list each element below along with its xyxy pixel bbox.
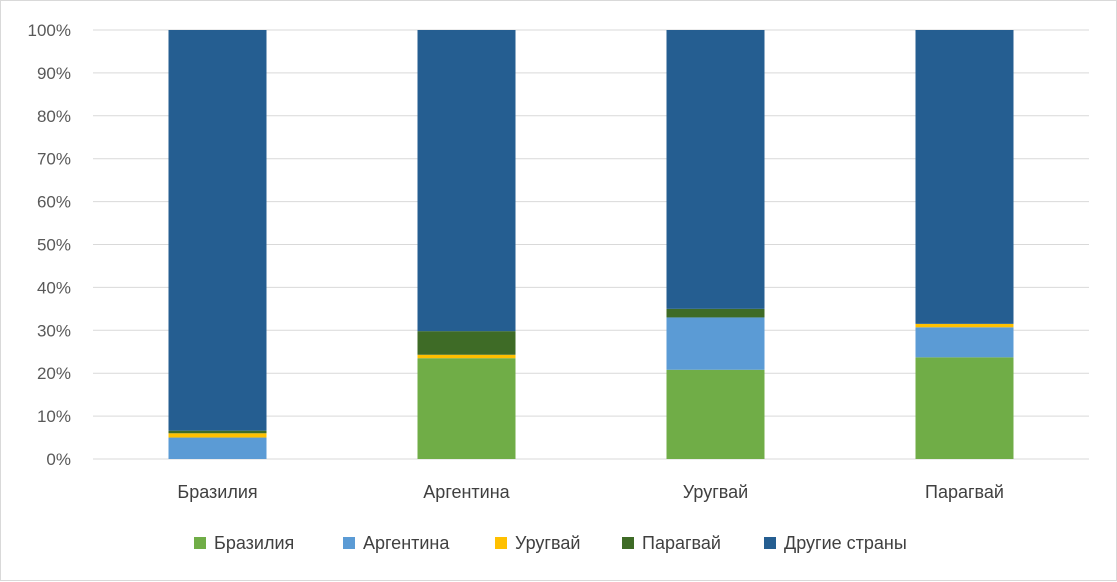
x-category-label: Уругвай bbox=[683, 482, 748, 502]
bar-segment bbox=[915, 323, 1014, 328]
y-tick-label: 20% bbox=[37, 364, 71, 383]
legend-swatch bbox=[764, 537, 776, 549]
y-tick-label: 10% bbox=[37, 407, 71, 426]
y-axis-tick-labels: 0% 10% 20% 30% 40% 50% 60% 70% 80% 90% 100% bbox=[28, 21, 71, 469]
legend-label: Аргентина bbox=[363, 533, 450, 553]
x-axis-category-labels: Бразилия Аргентина Уругвай Парагвай bbox=[177, 482, 1004, 502]
y-tick-label: 60% bbox=[37, 193, 71, 212]
bar-segment bbox=[915, 357, 1014, 459]
legend-label: Бразилия bbox=[214, 533, 294, 553]
legend: Бразилия Аргентина Уругвай Парагвай Другие с… bbox=[194, 533, 907, 553]
legend-swatch bbox=[194, 537, 206, 549]
bar-segment bbox=[168, 430, 267, 434]
bar-segment bbox=[168, 437, 267, 459]
y-tick-label: 40% bbox=[37, 278, 71, 297]
bar-segment bbox=[417, 354, 516, 359]
y-tick-label: 50% bbox=[37, 236, 71, 255]
bar-segment bbox=[666, 369, 765, 459]
bar-segment bbox=[417, 30, 516, 332]
bar-segment bbox=[168, 30, 267, 431]
bar-segment bbox=[915, 30, 1014, 324]
x-category-label: Аргентина bbox=[423, 482, 510, 502]
bar-segment bbox=[915, 327, 1014, 358]
bar-segment bbox=[666, 308, 765, 318]
y-tick-label: 70% bbox=[37, 150, 71, 169]
y-tick-label: 30% bbox=[37, 321, 71, 340]
legend-label: Парагвай bbox=[642, 533, 721, 553]
legend-swatch bbox=[495, 537, 507, 549]
y-tick-label: 0% bbox=[46, 450, 71, 469]
y-tick-label: 90% bbox=[37, 64, 71, 83]
y-tick-label: 80% bbox=[37, 107, 71, 126]
bar-segment bbox=[666, 317, 765, 370]
x-category-label: Бразилия bbox=[177, 482, 257, 502]
legend-label: Уругвай bbox=[515, 533, 580, 553]
bar-segment bbox=[666, 30, 765, 309]
bars bbox=[168, 30, 1014, 459]
legend-swatch bbox=[622, 537, 634, 549]
bar-segment bbox=[417, 331, 516, 355]
legend-swatch bbox=[343, 537, 355, 549]
bar-segment bbox=[168, 433, 267, 438]
bar-segment bbox=[417, 358, 516, 459]
y-tick-label: 100% bbox=[28, 21, 71, 40]
x-category-label: Парагвай bbox=[925, 482, 1004, 502]
legend-label: Другие страны bbox=[784, 533, 907, 553]
